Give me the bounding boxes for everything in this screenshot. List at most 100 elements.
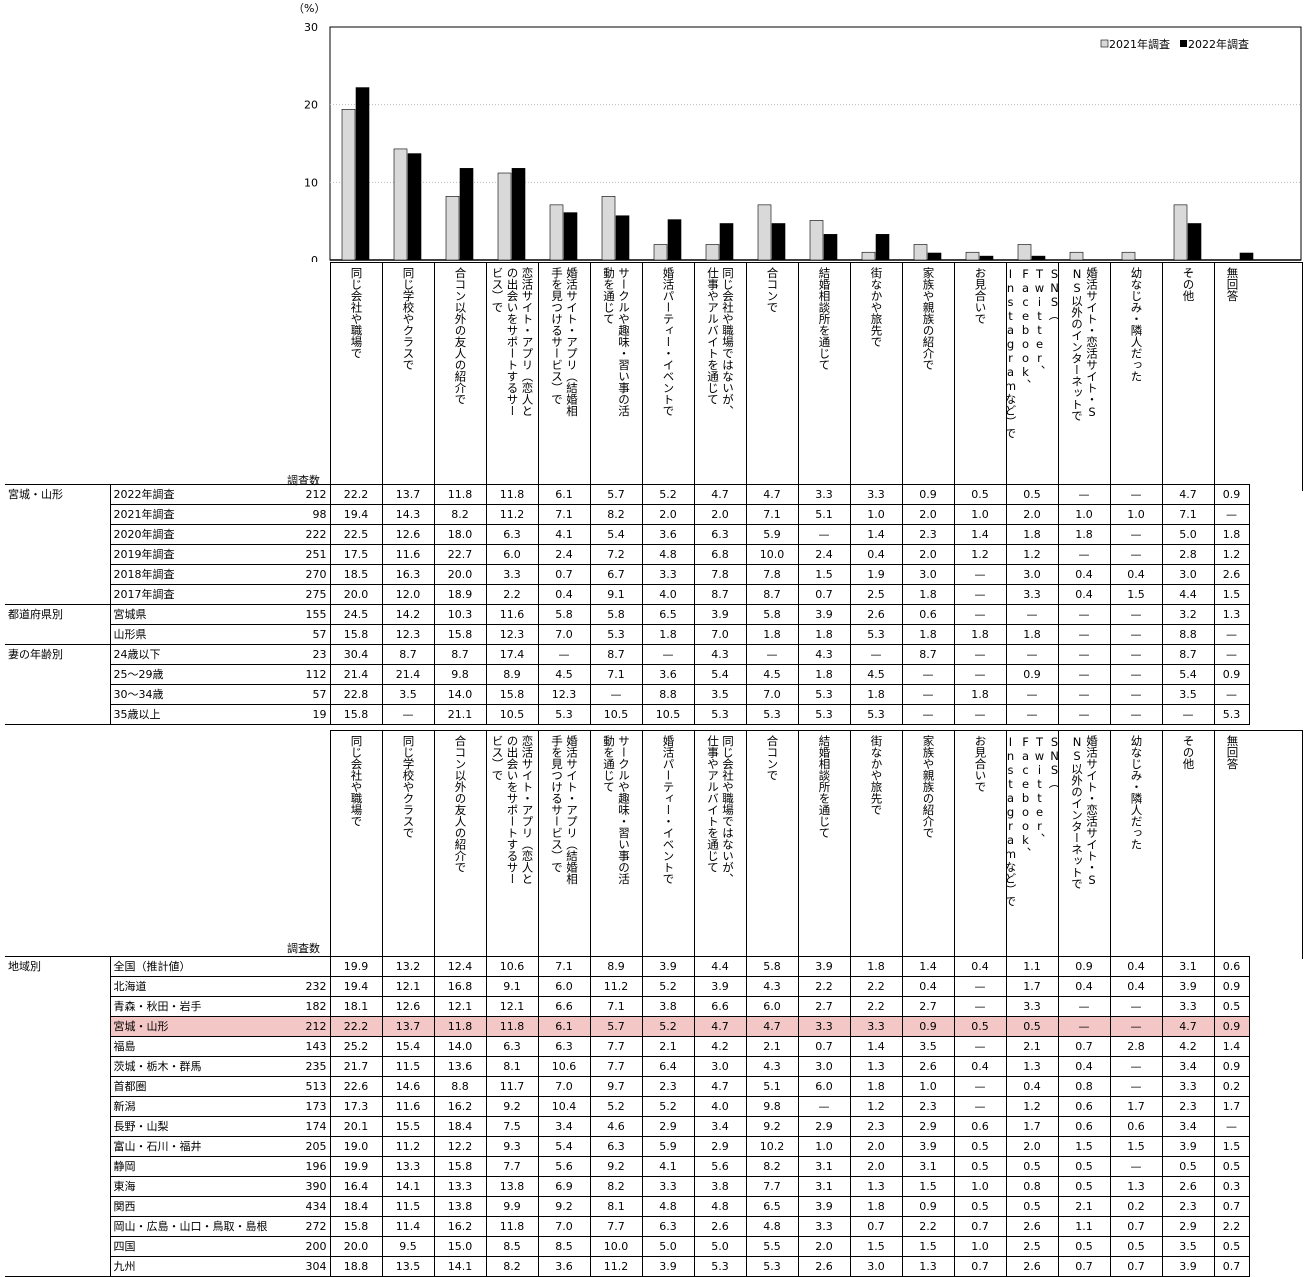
cell-value: 7.7 — [745, 1176, 798, 1197]
cell-value: 10.6 — [485, 956, 538, 977]
cell-value: — — [1057, 544, 1110, 565]
cell-value: — — [1109, 1056, 1162, 1077]
cell-value: 1.4 — [1213, 1036, 1250, 1057]
cell-value: 2.7 — [901, 996, 954, 1017]
cell-value: 21.4 — [381, 664, 434, 685]
cell-value: 4.3 — [745, 976, 798, 997]
cell-value: 12.2 — [433, 1136, 486, 1157]
table-row: 2020年調査 222 22.5 12.6 18.0 6.3 4.1 5.4 3.6 6.3 5.9… — [5, 524, 1250, 545]
cell-value: 1.0 — [849, 504, 902, 525]
cell-value: 11.2 — [485, 504, 538, 525]
cell-value: 0.5 — [1109, 1236, 1162, 1257]
category-header: 合コンで — [747, 731, 799, 959]
cell-value: 3.8 — [641, 996, 694, 1017]
row-label: 全国（推計値） — [109, 956, 285, 977]
cell-value: 4.3 — [797, 644, 850, 665]
cell-value: 3.0 — [901, 564, 954, 585]
cell-value: 4.0 — [641, 584, 694, 605]
category-header: 無回答 — [1215, 731, 1250, 959]
cell-value: 6.3 — [693, 524, 746, 545]
cell-value: 2.0 — [901, 544, 954, 565]
table-row: 北海道 232 19.4 12.1 16.8 9.1 6.0 11.2 5.2 3.9 4.3 2.2… — [5, 976, 1250, 997]
cell-value: 11.2 — [589, 976, 642, 997]
cell-value: 10.0 — [589, 1236, 642, 1257]
cell-value: 11.5 — [381, 1056, 434, 1077]
cell-value: 4.8 — [641, 544, 694, 565]
cell-value: — — [1057, 604, 1110, 625]
cell-value: 2.2 — [1213, 1216, 1250, 1237]
cell-value: 13.8 — [433, 1196, 486, 1217]
cell-value: 2.3 — [1161, 1196, 1214, 1217]
cell-value: 3.5 — [693, 684, 746, 705]
cell-value: 18.4 — [433, 1116, 486, 1137]
cell-value: 18.1 — [329, 996, 382, 1017]
table-row: 東海 390 16.4 14.1 13.3 13.8 6.9 8.2 3.3 3.8 7.7 3.1 1… — [5, 1176, 1250, 1197]
cell-value: 4.3 — [745, 1056, 798, 1077]
cell-value: 2.1 — [745, 1036, 798, 1057]
count-label-2: 調査数 — [287, 942, 320, 955]
row-segment — [5, 625, 110, 645]
bar-2022 — [1239, 252, 1254, 261]
cell-value: 5.0 — [1161, 524, 1214, 545]
cell-value: 3.1 — [901, 1156, 954, 1177]
cell-value: 4.4 — [693, 956, 746, 977]
category-label: Twitter、Facebook、 — [1018, 735, 1047, 859]
cell-value: 1.0 — [953, 1236, 1006, 1257]
cell-value: 5.8 — [745, 956, 798, 977]
cell-value: 5.7 — [589, 1016, 642, 1037]
table-row: 長野・山梨 174 20.1 15.5 18.4 7.5 3.4 4.6 2.9 3.4 9.2 2.… — [5, 1116, 1250, 1137]
row-label: 24歳以下 — [109, 644, 285, 665]
cell-value: 5.3 — [797, 704, 850, 725]
cell-value: 1.8 — [901, 584, 954, 605]
cell-value: 18.0 — [433, 524, 486, 545]
cell-value: 1.7 — [1109, 1096, 1162, 1117]
cell-value: 1.4 — [953, 524, 1006, 545]
cell-value: 10.5 — [589, 704, 642, 725]
cell-value: 2.9 — [641, 1116, 694, 1137]
cell-value: 10.2 — [745, 1136, 798, 1157]
cell-value: — — [953, 976, 1006, 997]
category-header: 同じ会社や職場で — [331, 263, 383, 491]
category-header: 婚活パーティー・イベントで — [643, 263, 695, 491]
cell-value: 3.0 — [1005, 564, 1058, 585]
category-label: SNS（ — [1047, 267, 1059, 321]
cell-value: 12.3 — [537, 684, 590, 705]
cell-value: 0.4 — [1005, 1076, 1058, 1097]
category-header: 同じ会社や職場ではないが、 仕事やアルバイトを通じて — [695, 263, 747, 491]
cell-value: 3.0 — [797, 1056, 850, 1077]
category-header: 街なかや旅先で — [851, 263, 903, 491]
cell-value: — — [1213, 684, 1250, 705]
table-row: 30〜34歳 57 22.8 3.5 14.0 15.8 12.3—8.8 3.5 7.0 5.3… — [5, 684, 1250, 705]
row-count: 212 — [285, 484, 331, 505]
cell-value: — — [1057, 664, 1110, 685]
cell-value: 0.8 — [1005, 1176, 1058, 1197]
category-label: 結婚相談所を通じて — [817, 735, 832, 839]
cell-value: 3.9 — [797, 604, 850, 625]
cell-value: 13.3 — [433, 1176, 486, 1197]
category-header: SNS（ Twitter、Facebook、 Instagramなど）で — [1007, 731, 1059, 959]
cell-value: 0.7 — [1213, 1196, 1250, 1217]
row-segment — [5, 1157, 110, 1177]
category-label: その他 — [1181, 735, 1196, 770]
cell-value: 13.3 — [381, 1156, 434, 1177]
cell-value: 11.8 — [433, 1016, 486, 1037]
cell-value: 0.4 — [1109, 976, 1162, 997]
cell-value: — — [1161, 704, 1214, 725]
cell-value: 0.9 — [1213, 484, 1250, 505]
cell-value: 22.8 — [329, 684, 382, 705]
cell-value: 1.4 — [849, 1036, 902, 1057]
cell-value: 3.4 — [1161, 1116, 1214, 1137]
cell-value: 22.6 — [329, 1076, 382, 1097]
cell-value: 22.7 — [433, 544, 486, 565]
cell-value: 17.3 — [329, 1096, 382, 1117]
cell-value: — — [1057, 996, 1110, 1017]
cell-value: — — [381, 704, 434, 725]
cell-value: 1.3 — [849, 1176, 902, 1197]
cell-value: 0.5 — [1057, 1236, 1110, 1257]
table-row: 都道府県別 宮城県 155 24.5 14.2 10.3 11.6 5.8 5.8 6.5 3.9 5… — [5, 604, 1250, 625]
table-row: 地域別 全国（推計値） 19.9 13.2 12.4 10.6 7.1 8.9 3.9 4.4 5.… — [5, 956, 1250, 977]
cell-value: 5.9 — [745, 524, 798, 545]
cell-value: 3.1 — [797, 1156, 850, 1177]
cell-value: — — [1109, 544, 1162, 565]
cell-value: 0.4 — [1057, 584, 1110, 605]
